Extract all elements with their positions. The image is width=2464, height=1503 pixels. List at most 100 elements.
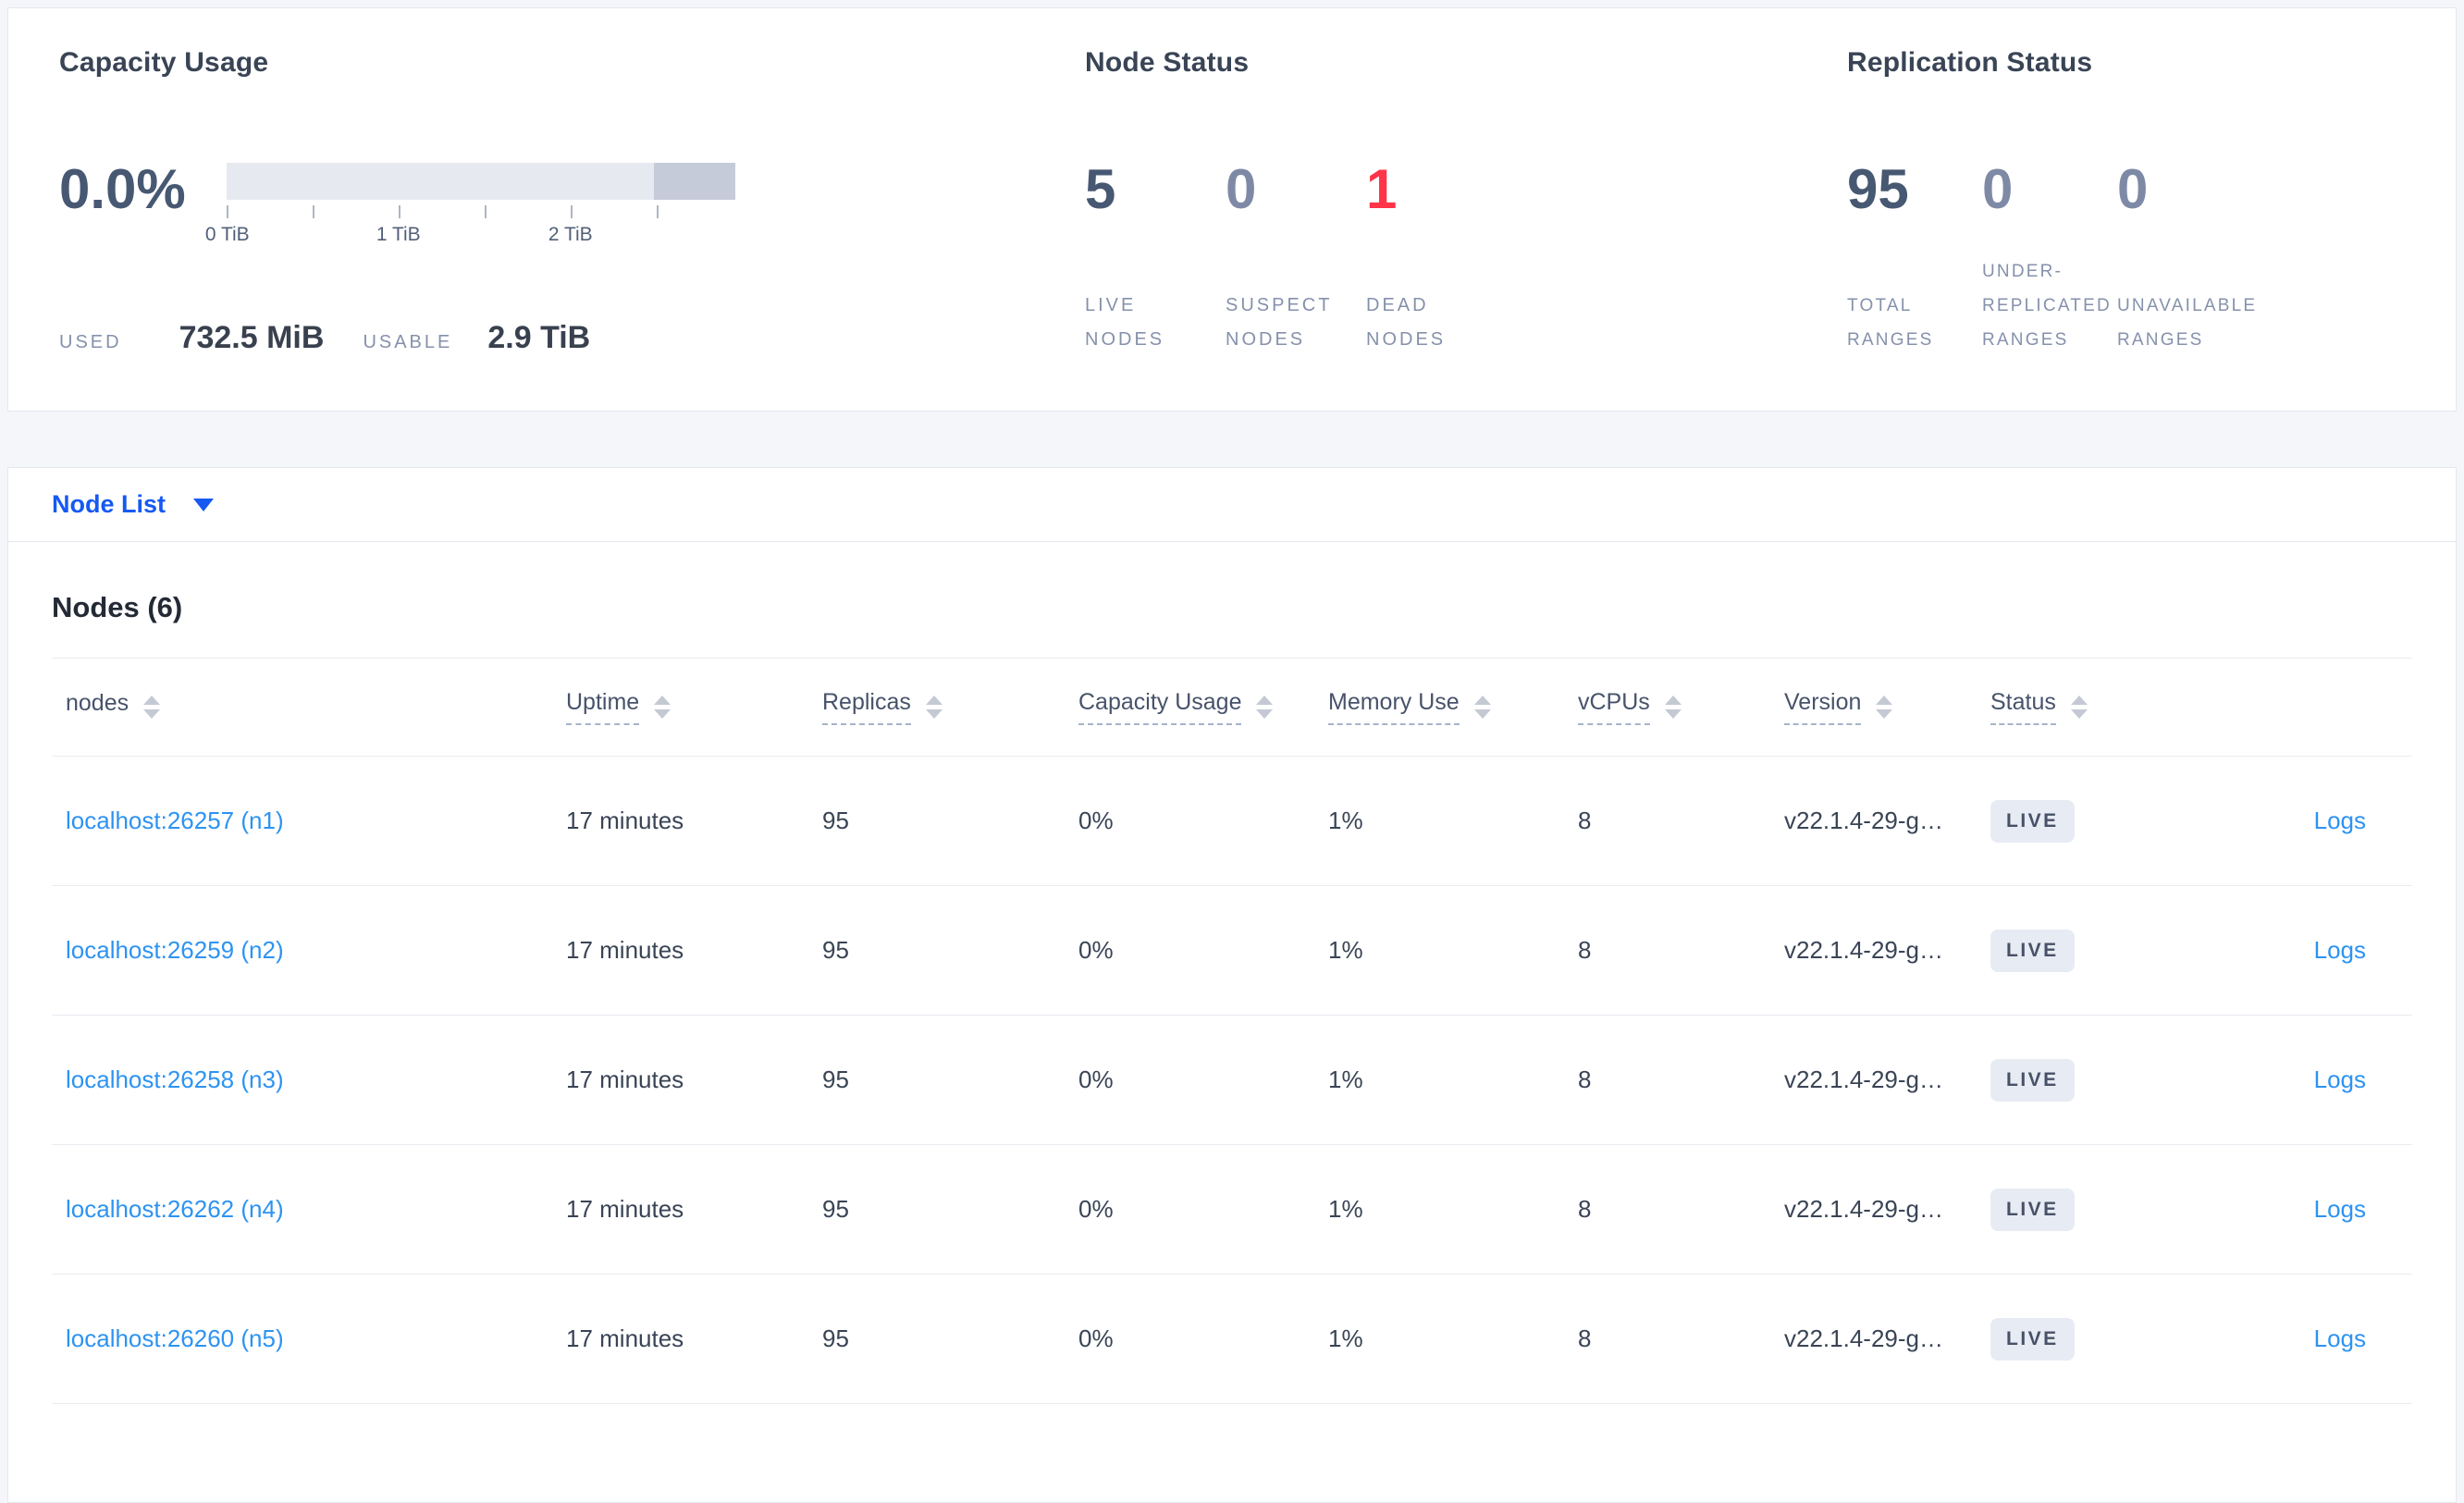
node-link[interactable]: localhost:26260 (n5) xyxy=(66,1324,284,1352)
node-list-bar: Node List xyxy=(8,468,2456,542)
status-badge: LIVE xyxy=(1990,929,2075,972)
capacity-tick-1tib: 1 TiB xyxy=(376,224,421,245)
capacity-usage-section: Capacity Usage 0.0% 0 TiB 1 TiB xyxy=(59,44,1085,411)
sort-icon xyxy=(1473,696,1491,719)
capacity-usage-title: Capacity Usage xyxy=(59,47,269,78)
capacity-usage-cell: 0% xyxy=(1078,807,1114,834)
version-cell: v22.1.4-29-g… xyxy=(1784,1324,1943,1352)
status-badge: LIVE xyxy=(1990,1317,2075,1361)
uptime-cell: 17 minutes xyxy=(566,1195,684,1223)
logs-link[interactable]: Logs xyxy=(2313,807,2366,834)
replicas-cell: 95 xyxy=(822,807,849,834)
nodes-table: nodes Uptime Replicas Capacity Usage Mem… xyxy=(52,659,2412,1404)
total-ranges-label: TOTAL RANGES xyxy=(1847,296,1934,350)
usable-value: 2.9 TiB xyxy=(487,320,591,355)
replicas-cell: 95 xyxy=(822,936,849,964)
live-nodes-stat: 5 LIVE NODES xyxy=(1085,157,1226,357)
table-row-node-2: localhost:26259 (n2) 17 minutes 95 0% 1%… xyxy=(52,886,2412,1016)
node-link[interactable]: localhost:26262 (n4) xyxy=(66,1195,284,1223)
vcpus-cell: 8 xyxy=(1578,1324,1592,1352)
version-cell: v22.1.4-29-g… xyxy=(1784,936,1943,964)
under-replicated-ranges-value: 0 xyxy=(1982,158,2014,220)
capacity-used-percent: 0.0% xyxy=(59,158,186,220)
node-list-dropdown-label: Node List xyxy=(52,490,166,518)
replication-status-title: Replication Status xyxy=(1847,47,2093,78)
node-link[interactable]: localhost:26258 (n3) xyxy=(66,1066,284,1093)
uptime-cell: 17 minutes xyxy=(566,1324,684,1352)
sort-icon xyxy=(1664,696,1682,719)
vcpus-cell: 8 xyxy=(1578,1066,1592,1093)
sort-icon xyxy=(1256,696,1274,719)
uptime-cell: 17 minutes xyxy=(566,936,684,964)
suspect-nodes-value: 0 xyxy=(1226,158,1257,220)
unavailable-ranges-label: UNAVAILABLE RANGES xyxy=(2117,296,2258,350)
dead-nodes-stat: 1 DEAD NODES xyxy=(1366,157,1507,357)
replicas-cell: 95 xyxy=(822,1324,849,1352)
node-list-dropdown[interactable]: Node List xyxy=(52,490,215,519)
nodes-heading: Nodes (6) xyxy=(52,591,183,623)
column-header-version[interactable]: Version xyxy=(1770,689,1977,725)
node-status-title: Node Status xyxy=(1085,47,1250,78)
column-header-nodes[interactable]: nodes xyxy=(52,690,552,724)
dead-nodes-label: DEAD NODES xyxy=(1366,295,1447,350)
replicas-cell: 95 xyxy=(822,1066,849,1093)
usable-label: USABLE xyxy=(363,332,453,352)
column-header-vcpus[interactable]: vCPUs xyxy=(1564,689,1770,725)
table-row-node-3: localhost:26258 (n3) 17 minutes 95 0% 1%… xyxy=(52,1016,2412,1145)
table-row-node-4: localhost:26262 (n4) 17 minutes 95 0% 1%… xyxy=(52,1145,2412,1275)
column-header-memory-use[interactable]: Memory Use xyxy=(1314,689,1564,725)
sort-icon xyxy=(2070,696,2088,719)
version-cell: v22.1.4-29-g… xyxy=(1784,1066,1943,1093)
status-badge: LIVE xyxy=(1990,1188,2075,1231)
column-header-status[interactable]: Status xyxy=(1977,689,2189,725)
vcpus-cell: 8 xyxy=(1578,807,1592,834)
unavailable-ranges-value: 0 xyxy=(2117,158,2149,220)
capacity-usage-cell: 0% xyxy=(1078,936,1114,964)
dead-nodes-value: 1 xyxy=(1366,158,1398,220)
logs-link[interactable]: Logs xyxy=(2313,936,2366,964)
node-link[interactable]: localhost:26259 (n2) xyxy=(66,936,284,964)
heading-divider xyxy=(52,658,2412,659)
sort-icon xyxy=(1876,696,1893,719)
column-header-uptime[interactable]: Uptime xyxy=(552,689,808,725)
total-ranges-stat: 95 TOTAL RANGES xyxy=(1847,157,1982,357)
capacity-axis-ticks xyxy=(226,205,735,220)
capacity-usage-cell: 0% xyxy=(1078,1324,1114,1352)
column-header-replicas[interactable]: Replicas xyxy=(808,689,1065,725)
suspect-nodes-stat: 0 SUSPECT NODES xyxy=(1226,157,1366,357)
used-label: USED xyxy=(59,332,122,352)
nodes-table-header: nodes Uptime Replicas Capacity Usage Mem… xyxy=(52,659,2412,757)
node-list-card: Node List Nodes (6) nodes Uptime Replica… xyxy=(7,467,2457,1503)
uptime-cell: 17 minutes xyxy=(566,1066,684,1093)
total-ranges-value: 95 xyxy=(1847,158,1909,220)
column-header-capacity-usage[interactable]: Capacity Usage xyxy=(1065,689,1314,725)
under-replicated-ranges-stat: 0 UNDER-REPLICATED RANGES xyxy=(1982,157,2117,357)
sort-icon xyxy=(143,696,161,719)
vcpus-cell: 8 xyxy=(1578,1195,1592,1223)
memory-use-cell: 1% xyxy=(1328,807,1363,834)
live-nodes-label: LIVE NODES xyxy=(1085,295,1165,350)
capacity-bar-chart: 0 TiB 1 TiB 2 TiB xyxy=(205,157,735,248)
nodes-section: Nodes (6) nodes Uptime Replicas Capacity… xyxy=(8,591,2456,1404)
node-status-section: Node Status 5 LIVE NODES 0 SUSPECT NODES… xyxy=(1085,44,1847,411)
logs-link[interactable]: Logs xyxy=(2313,1324,2366,1352)
uptime-cell: 17 minutes xyxy=(566,807,684,834)
version-cell: v22.1.4-29-g… xyxy=(1784,1195,1943,1223)
vcpus-cell: 8 xyxy=(1578,936,1592,964)
sort-icon xyxy=(925,696,942,719)
node-link[interactable]: localhost:26257 (n1) xyxy=(66,807,284,834)
chevron-down-icon xyxy=(193,498,215,511)
used-value: 732.5 MiB xyxy=(179,320,325,355)
capacity-bar-segment xyxy=(653,163,735,200)
capacity-usage-cell: 0% xyxy=(1078,1195,1114,1223)
logs-link[interactable]: Logs xyxy=(2313,1195,2366,1223)
version-cell: v22.1.4-29-g… xyxy=(1784,807,1943,834)
capacity-tick-0tib: 0 TiB xyxy=(204,224,250,245)
replication-status-section: Replication Status 95 TOTAL RANGES 0 UND… xyxy=(1847,44,2456,411)
capacity-tick-2tib: 2 TiB xyxy=(548,224,593,245)
status-badge: LIVE xyxy=(1990,1058,2075,1102)
replicas-cell: 95 xyxy=(822,1195,849,1223)
memory-use-cell: 1% xyxy=(1328,1066,1363,1093)
logs-link[interactable]: Logs xyxy=(2313,1066,2366,1093)
table-row-node-5: localhost:26260 (n5) 17 minutes 95 0% 1%… xyxy=(52,1275,2412,1404)
